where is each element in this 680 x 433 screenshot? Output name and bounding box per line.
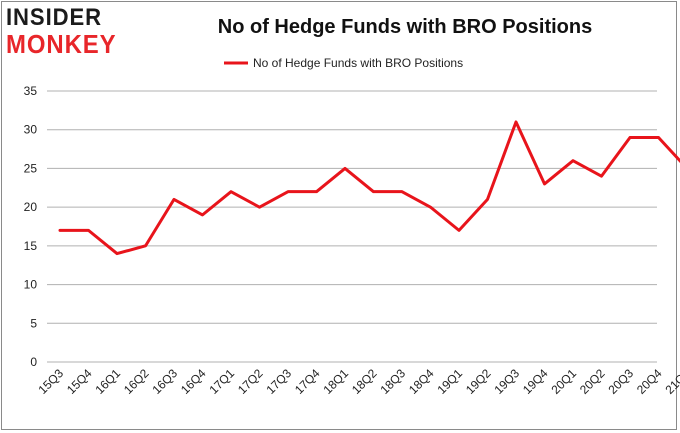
x-tick-label: 15Q4 bbox=[64, 366, 95, 397]
x-tick-label: 17Q3 bbox=[263, 366, 294, 397]
legend-label: No of Hedge Funds with BRO Positions bbox=[253, 56, 463, 70]
data-point bbox=[315, 190, 318, 193]
x-tick-label: 18Q2 bbox=[349, 366, 380, 397]
x-tick-label: 17Q2 bbox=[235, 366, 266, 397]
data-point bbox=[457, 229, 461, 232]
y-tick-label: 35 bbox=[24, 84, 38, 98]
y-tick-label: 25 bbox=[24, 161, 38, 175]
x-tick-label: 17Q4 bbox=[292, 366, 323, 397]
x-tick-label: 16Q3 bbox=[149, 366, 180, 397]
x-tick-label: 19Q4 bbox=[520, 366, 551, 397]
x-tick-label: 20Q1 bbox=[548, 366, 579, 397]
x-tick-label: 16Q4 bbox=[178, 366, 209, 397]
data-point bbox=[543, 182, 546, 186]
data-point bbox=[144, 244, 147, 248]
y-tick-label: 10 bbox=[24, 278, 38, 292]
data-point bbox=[429, 205, 432, 209]
data-point bbox=[286, 190, 290, 193]
series-line bbox=[58, 120, 680, 256]
x-tick-label: 18Q4 bbox=[406, 366, 437, 397]
y-tick-label: 0 bbox=[30, 355, 37, 369]
x-tick-label: 20Q2 bbox=[577, 366, 608, 397]
data-point bbox=[343, 167, 347, 170]
x-tick-label: 18Q1 bbox=[320, 366, 351, 397]
data-point bbox=[58, 229, 62, 232]
chart-title: No of Hedge Funds with BRO Positions bbox=[217, 16, 593, 38]
x-tick-label: 17Q1 bbox=[206, 366, 237, 397]
data-point bbox=[229, 190, 233, 193]
x-tick-label: 16Q1 bbox=[92, 366, 123, 397]
data-point bbox=[172, 198, 176, 201]
logo-bottom-text: MONKEY bbox=[6, 29, 117, 59]
logo-top-text: INSIDER bbox=[6, 4, 103, 31]
data-point bbox=[657, 136, 660, 139]
data-point bbox=[372, 190, 375, 193]
data-point bbox=[400, 190, 404, 193]
x-tick-label: 19Q2 bbox=[463, 366, 494, 397]
y-tick-label: 5 bbox=[30, 316, 37, 330]
x-tick-label: 19Q3 bbox=[491, 366, 522, 397]
insider-monkey-logo: INSIDER MONKEY bbox=[6, 4, 128, 59]
x-tick-label: 21Q1 bbox=[662, 366, 680, 397]
data-point bbox=[571, 159, 575, 162]
x-tick-label: 18Q3 bbox=[377, 366, 408, 397]
data-point bbox=[258, 205, 261, 209]
data-point bbox=[628, 136, 632, 139]
data-point bbox=[486, 198, 489, 201]
data-point bbox=[514, 120, 518, 124]
data-point bbox=[201, 213, 204, 217]
x-tick-label: 20Q4 bbox=[634, 366, 665, 397]
y-tick-label: 20 bbox=[24, 200, 38, 214]
x-tick-label: 15Q3 bbox=[35, 366, 66, 397]
x-tick-label: 16Q2 bbox=[121, 366, 152, 397]
x-tick-label: 20Q3 bbox=[605, 366, 636, 397]
y-tick-label: 30 bbox=[24, 123, 38, 137]
data-point bbox=[600, 174, 603, 178]
data-point bbox=[87, 229, 90, 232]
x-tick-label: 19Q1 bbox=[434, 366, 465, 397]
y-tick-label: 15 bbox=[24, 239, 38, 253]
data-point bbox=[115, 252, 119, 255]
